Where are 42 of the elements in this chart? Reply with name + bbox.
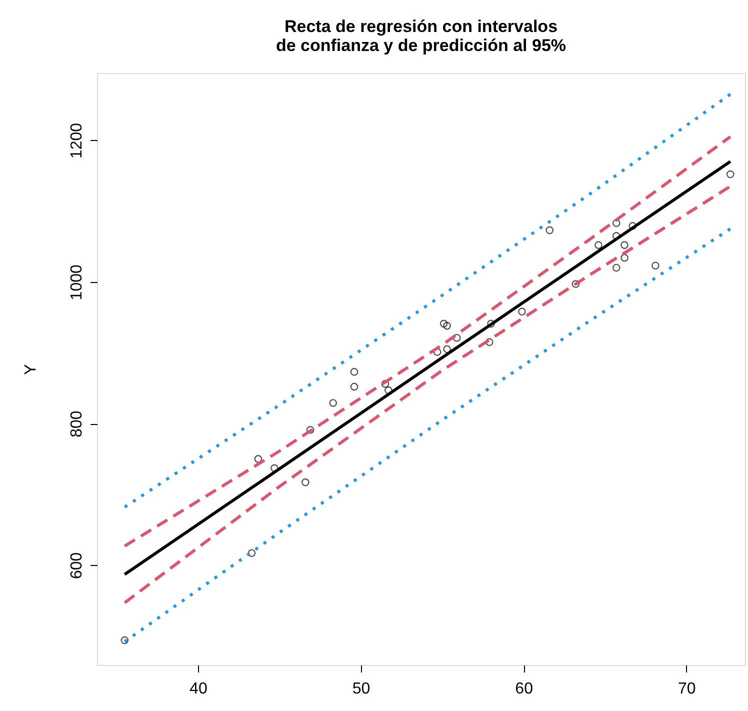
point [443, 345, 451, 354]
point [620, 241, 628, 249]
point [248, 549, 256, 558]
point [620, 254, 628, 262]
y-tick-label: 800 [68, 410, 86, 438]
line-series [123, 92, 732, 509]
point [329, 399, 337, 407]
y-tick-label: 1200 [68, 122, 86, 159]
line-series [123, 227, 732, 644]
y-tick-label: 600 [68, 552, 86, 580]
point [612, 232, 620, 240]
point [350, 382, 358, 391]
text: Recta de regresión con intervalos [284, 17, 558, 36]
point [270, 464, 278, 472]
y-tick-label: 1000 [68, 264, 86, 300]
point [302, 478, 310, 486]
point [306, 426, 314, 434]
point [594, 241, 602, 249]
y-axis-title: Y [22, 364, 40, 375]
point [612, 264, 620, 272]
point [120, 636, 129, 644]
point [254, 455, 262, 463]
x-tick-label: 60 [515, 680, 534, 698]
point [572, 280, 580, 288]
point [652, 262, 660, 270]
point [726, 170, 734, 178]
point [350, 368, 358, 376]
point [612, 219, 620, 228]
point [381, 380, 390, 388]
point [452, 334, 461, 342]
text: de confianza y de predicción al 95% [276, 36, 566, 55]
point [443, 322, 451, 330]
point [546, 226, 554, 234]
point [628, 222, 637, 230]
point [487, 320, 495, 328]
x-tick-label: 70 [678, 680, 696, 698]
point [518, 308, 526, 316]
point [384, 386, 392, 394]
point [485, 338, 494, 346]
x-tick-label: 50 [352, 680, 370, 698]
x-tick-label: 40 [190, 680, 208, 698]
point [440, 320, 448, 328]
